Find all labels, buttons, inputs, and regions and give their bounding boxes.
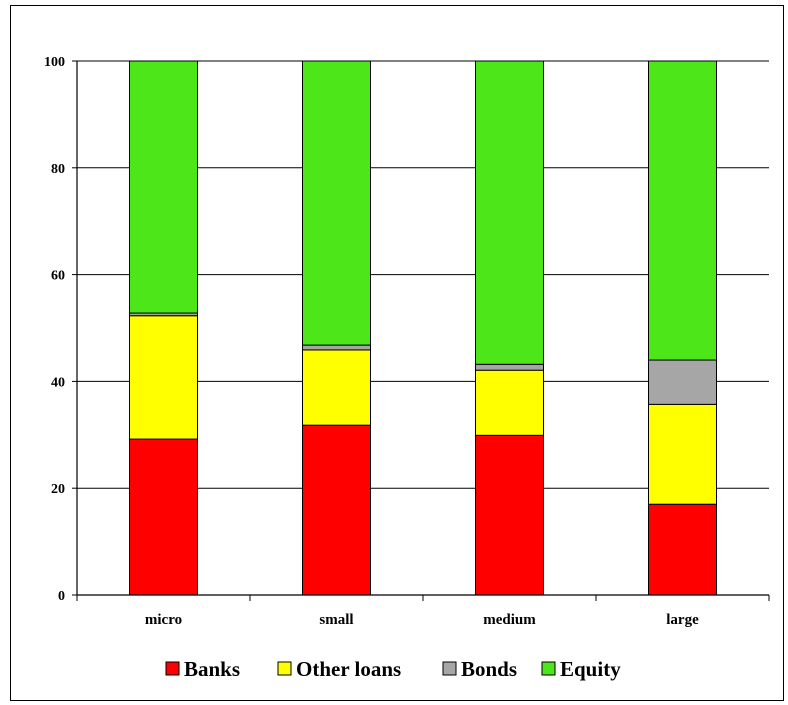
bar-segment-banks-large [648, 503, 717, 596]
bar-segment-other-loans-micro [129, 315, 198, 440]
legend-swatch-bonds [442, 661, 457, 676]
axes: 0 20 40 60 80 100 micro small medium large [44, 55, 770, 628]
bar-segment-equity-large [648, 60, 717, 361]
bar-segment-bonds-small [302, 344, 371, 351]
bar-segment-equity-small [302, 60, 371, 346]
x-tick-label: large [666, 612, 699, 628]
bar-segment-other-loans-large [648, 403, 717, 505]
y-tick-label: 60 [51, 269, 65, 284]
y-tick-label: 20 [51, 482, 65, 497]
x-tick-label: micro [145, 612, 182, 628]
x-tick-label: medium [483, 612, 536, 628]
bar-segment-bonds-medium [475, 363, 544, 371]
y-tick-label: 80 [51, 162, 65, 177]
legend-label-banks: Banks [184, 657, 240, 681]
bar-segment-other-loans-small [302, 349, 371, 426]
bar-segment-banks-micro [129, 438, 198, 596]
bars [129, 60, 717, 596]
x-tick-label: small [319, 612, 353, 628]
legend-swatch-other-loans [277, 661, 292, 676]
legend-swatch-equity [541, 661, 556, 676]
bar-segment-bonds-large [648, 359, 717, 405]
bar-segment-banks-medium [475, 434, 544, 596]
bar-segment-banks-small [302, 424, 371, 596]
bar-segment-equity-medium [475, 60, 544, 365]
bar-segment-equity-micro [129, 60, 198, 314]
legend-label-other-loans: Other loans [296, 657, 401, 681]
legend-label-bonds: Bonds [461, 657, 517, 681]
y-tick-label: 0 [58, 589, 65, 604]
bar-segment-other-loans-medium [475, 369, 544, 436]
y-tick-label: 100 [44, 55, 65, 70]
legend-swatch-banks [165, 661, 180, 676]
legend-label-equity: Equity [560, 657, 621, 681]
legend: Banks Other loans Bonds Equity [165, 657, 621, 681]
y-tick-label: 40 [51, 375, 65, 390]
